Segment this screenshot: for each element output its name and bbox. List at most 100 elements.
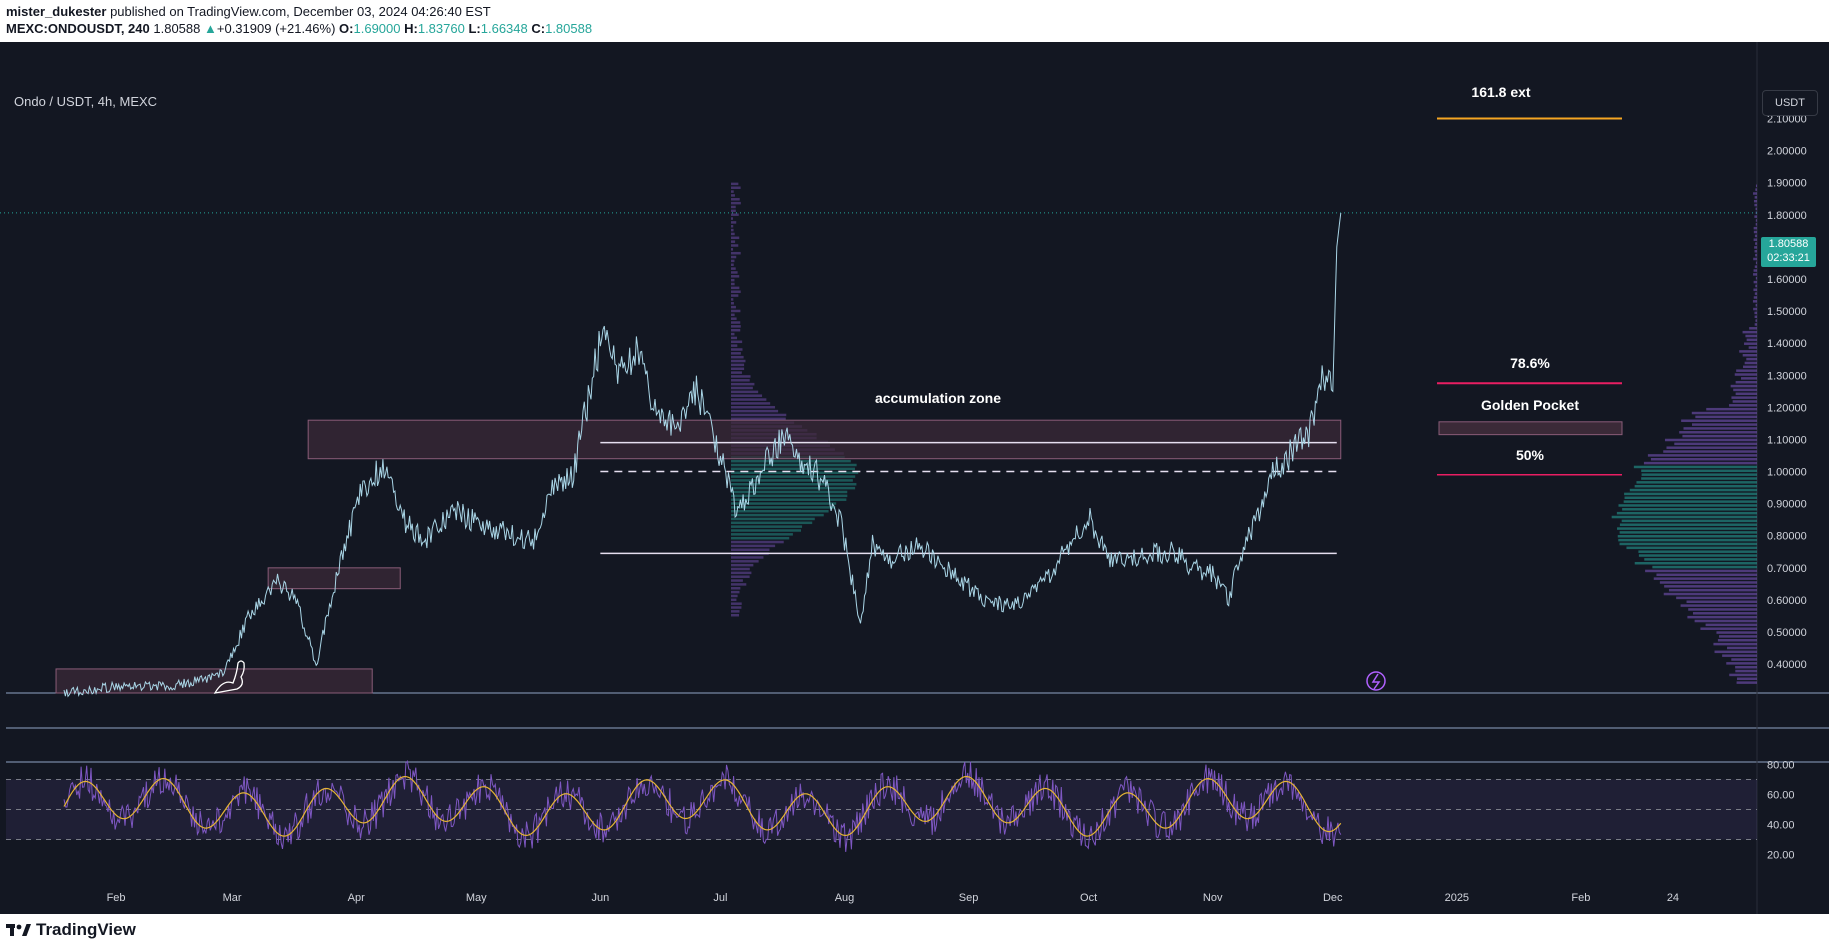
volume-profile-bar xyxy=(1746,358,1757,361)
session-profile-bar xyxy=(731,302,734,305)
session-profile-bar xyxy=(731,591,740,594)
volume-profile-bar xyxy=(1718,639,1757,642)
volume-profile-bar xyxy=(1622,520,1757,523)
session-profile-bar xyxy=(731,202,741,205)
volume-profile-bar xyxy=(1617,527,1757,530)
volume-profile-bar xyxy=(1739,350,1757,353)
volume-profile-bar xyxy=(1736,393,1757,396)
volume-profile-bar xyxy=(1754,238,1757,241)
session-profile-bar xyxy=(731,271,738,274)
session-profile-bar xyxy=(731,506,835,509)
session-profile-bar xyxy=(731,541,784,544)
volume-profile-bar xyxy=(1756,223,1757,226)
volume-profile-bar xyxy=(1688,608,1757,611)
volume-profile-bar xyxy=(1755,250,1757,253)
volume-profile-bar xyxy=(1743,331,1757,334)
volume-profile-bar xyxy=(1622,508,1757,511)
volume-profile-bar xyxy=(1687,616,1757,619)
volume-profile-bar xyxy=(1618,504,1757,507)
session-profile-bar xyxy=(731,518,815,521)
price-tick-label: 0.40000 xyxy=(1767,659,1807,671)
volume-profile-bar xyxy=(1735,666,1757,669)
volume-profile-bar xyxy=(1753,289,1757,292)
author-name[interactable]: mister_dukester xyxy=(6,4,106,19)
volume-profile-bar xyxy=(1753,258,1757,261)
volume-profile-bar xyxy=(1641,470,1757,473)
session-profile-bar xyxy=(731,529,801,532)
chart-area[interactable]: 0.40000 0.50000 0.60000 0.70000 0.80000 0.900… xyxy=(0,42,1829,914)
volume-profile-bar xyxy=(1695,416,1757,419)
volume-profile-bar xyxy=(1754,312,1757,315)
brand[interactable]: TradingView xyxy=(6,920,136,940)
volume-profile-bar xyxy=(1755,315,1757,318)
volume-profile-bar xyxy=(1756,219,1757,222)
session-profile-bar xyxy=(731,333,734,336)
volume-profile-bar xyxy=(1624,500,1757,503)
price-tick-label: 1.40000 xyxy=(1767,338,1807,350)
session-profile-bar xyxy=(731,364,744,367)
session-profile-bar xyxy=(731,290,741,293)
session-profile-bar xyxy=(731,383,754,386)
session-profile-bar xyxy=(731,491,847,494)
price-tick-label: 0.60000 xyxy=(1767,595,1807,607)
last-price-tag: 1.80588 02:33:21 xyxy=(1761,237,1816,267)
volume-profile-bar xyxy=(1644,462,1757,465)
rsi-tick-label: 20.00 xyxy=(1767,850,1795,862)
price-tick-label: 1.90000 xyxy=(1767,178,1807,190)
volume-profile-bar xyxy=(1737,681,1757,684)
volume-profile-bar xyxy=(1695,620,1757,623)
session-profile-bar xyxy=(731,325,741,328)
session-profile-bar xyxy=(731,341,742,344)
volume-profile-bar xyxy=(1749,327,1757,330)
volume-profile-bar xyxy=(1681,419,1757,422)
price-tick-label: 1.60000 xyxy=(1767,274,1807,286)
session-profile-bar xyxy=(731,391,758,394)
volume-profile-bar xyxy=(1656,574,1757,577)
session-profile-bar xyxy=(731,367,744,370)
volume-profile-bar xyxy=(1729,674,1757,677)
volume-profile-bar xyxy=(1731,396,1757,399)
session-profile-bar xyxy=(731,579,743,582)
price-tick-label: 1.20000 xyxy=(1767,402,1807,414)
tradingview-logo-icon xyxy=(6,923,32,937)
rsi-tick-label: 60.00 xyxy=(1767,790,1795,802)
volume-profile-bar xyxy=(1681,604,1757,607)
session-profile-bar xyxy=(731,279,734,282)
volume-profile-bar xyxy=(1755,292,1757,295)
volume-profile-bar xyxy=(1754,246,1757,249)
volume-profile-bar xyxy=(1636,481,1757,484)
time-tick-label: May xyxy=(466,892,487,904)
session-profile-bar xyxy=(731,402,770,405)
price-tick-label: 0.90000 xyxy=(1767,499,1807,511)
volume-profile-bar xyxy=(1666,446,1757,449)
lightning-icon-bolt xyxy=(1373,674,1379,689)
session-profile-bar xyxy=(731,394,762,397)
price-chart[interactable]: 0.40000 0.50000 0.60000 0.70000 0.80000 0.900… xyxy=(0,42,1829,914)
session-profile-bar xyxy=(731,418,786,421)
golden-pocket-label: Golden Pocket xyxy=(1481,397,1579,413)
time-tick-label: Oct xyxy=(1080,892,1097,904)
time-tick-label: Jul xyxy=(713,892,727,904)
ticker: MEXC:ONDOUSDT, 240 xyxy=(6,21,150,36)
session-profile-bar xyxy=(731,248,733,251)
volume-profile-bar xyxy=(1634,466,1757,469)
volume-profile-bar xyxy=(1753,308,1757,311)
open-value: 1.69000 xyxy=(354,21,401,36)
volume-profile-bar xyxy=(1676,597,1757,600)
high-label: H: xyxy=(404,21,418,36)
session-profile-bar xyxy=(731,533,793,536)
session-profile-bar xyxy=(731,264,734,267)
session-profile-bar xyxy=(731,256,736,259)
price-tag-countdown: 02:33:21 xyxy=(1761,251,1816,265)
currency-button[interactable]: USDT xyxy=(1762,90,1818,116)
volume-profile-bar xyxy=(1618,539,1757,542)
price-tick-label: 1.10000 xyxy=(1767,434,1807,446)
session-profile-bar xyxy=(731,583,746,586)
price-tick-label: 1.80000 xyxy=(1767,210,1807,222)
session-profile-bar xyxy=(731,410,778,413)
volume-profile-bar xyxy=(1754,296,1757,299)
volume-profile-bar xyxy=(1700,627,1757,630)
session-profile-bar xyxy=(731,183,738,186)
session-profile-bar xyxy=(731,602,742,605)
session-profile-bar xyxy=(731,240,735,243)
